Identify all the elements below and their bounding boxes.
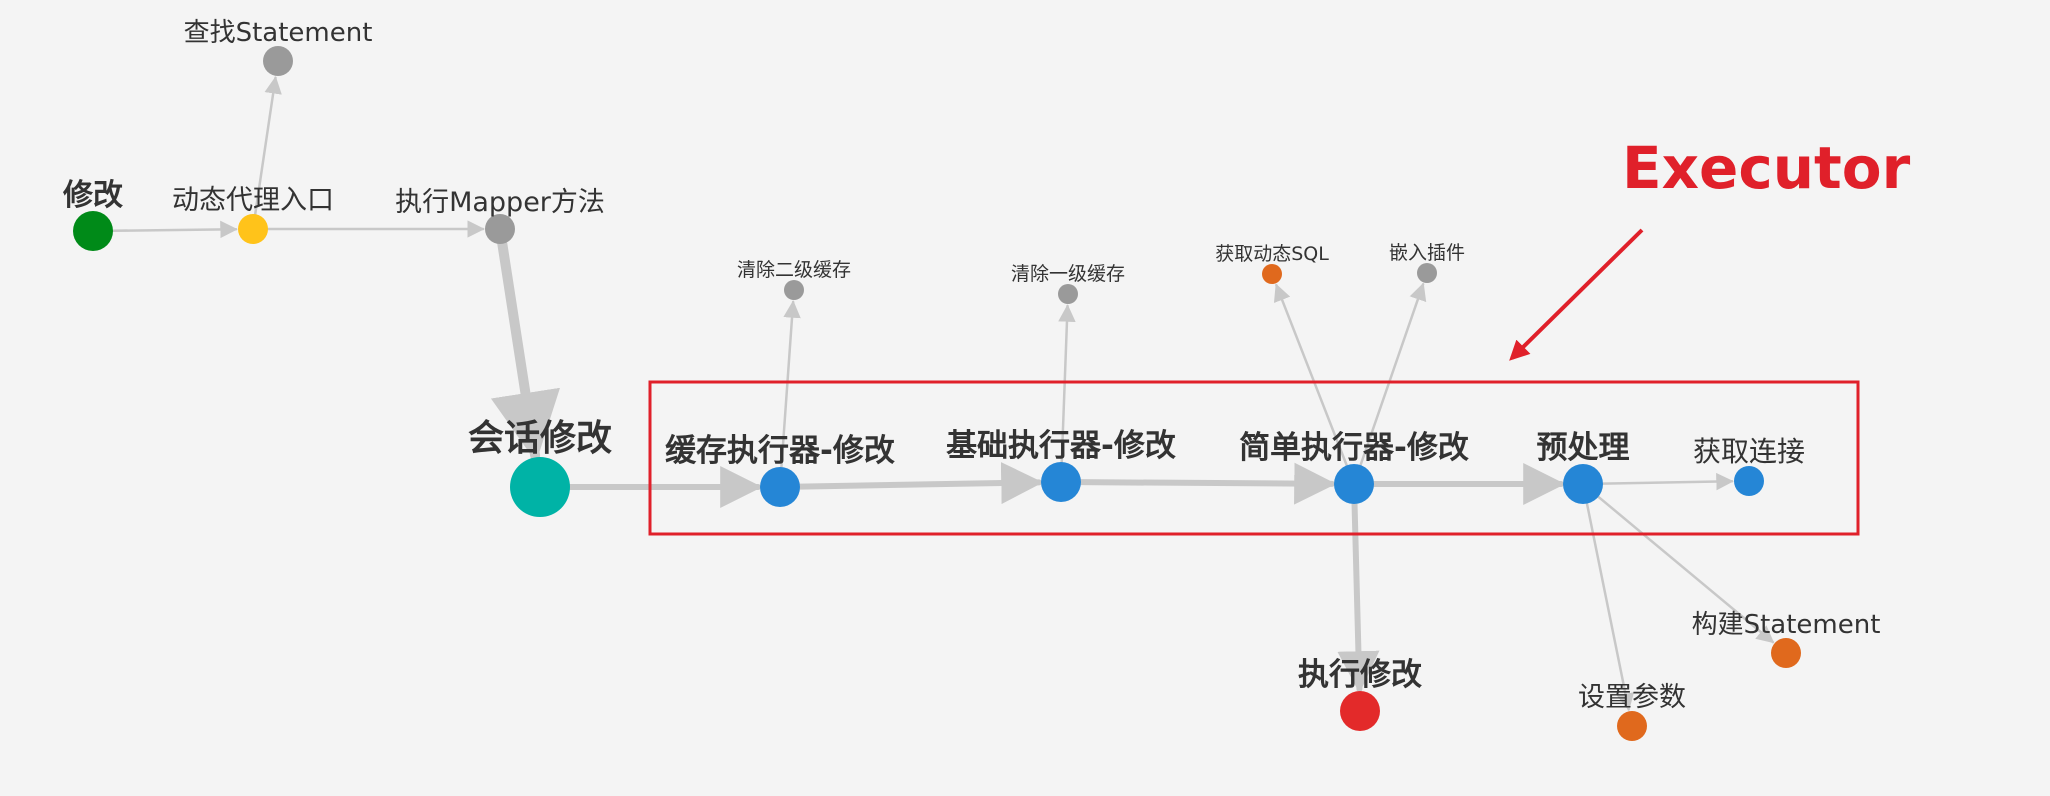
executor-annotation-arrow [1509, 228, 1644, 361]
node-label-build-statement: 构建Statement [1692, 610, 1881, 640]
node-clear-l1[interactable] [1058, 284, 1078, 304]
node-label-find-statement: 查找Statement [184, 18, 373, 48]
node-label-clear-l1: 清除一级缓存 [1011, 263, 1125, 285]
edge-proxy_entry-to-find_statement [253, 76, 282, 216]
node-proxy-entry[interactable] [238, 214, 268, 244]
node-exec-modify[interactable] [1340, 691, 1380, 731]
edge-cache_executor-to-clear_l2 [780, 300, 801, 469]
node-find-statement[interactable] [263, 46, 293, 76]
node-modify[interactable] [73, 211, 113, 251]
node-label-get-dynamic-sql: 获取动态SQL [1215, 243, 1329, 265]
edge-preprocess-to-set_params [1585, 502, 1635, 712]
node-label-modify: 修改 [62, 178, 123, 213]
edge-preprocess-to-get_connection [1601, 472, 1734, 491]
node-base-executor[interactable] [1041, 462, 1081, 502]
node-label-exec-modify: 执行修改 [1298, 657, 1422, 693]
node-label-clear-l2: 清除二级缓存 [737, 259, 851, 281]
edge-base_executor-to-clear_l1 [1058, 304, 1076, 464]
edge-cache_executor-to-base_executor [796, 462, 1044, 505]
edges-layer [111, 76, 1775, 712]
node-label-proxy-entry: 动态代理入口 [172, 185, 334, 216]
node-preprocess[interactable] [1563, 464, 1603, 504]
node-session-modify[interactable] [510, 457, 570, 517]
node-label-base-executor: 基础执行器-修改 [946, 428, 1176, 464]
edge-simple_executor-to-embed_plugin [1359, 282, 1427, 467]
node-label-session-modify: 会话修改 [468, 418, 612, 459]
node-embed-plugin[interactable] [1417, 263, 1437, 283]
executor-highlight-box [648, 380, 1860, 536]
node-label-preprocess: 预处理 [1537, 430, 1630, 466]
node-label-embed-plugin: 嵌入插件 [1389, 242, 1465, 264]
node-exec-mapper[interactable] [485, 214, 515, 244]
edge-simple_executor-to-get_dynamic_sql [1273, 283, 1348, 467]
node-label-get-connection: 获取连接 [1693, 435, 1805, 468]
node-get-connection[interactable] [1734, 466, 1764, 496]
edge-preprocess-to-build_statement [1597, 495, 1775, 644]
node-label-exec-mapper: 执行Mapper方法 [395, 187, 605, 218]
node-label-cache-executor: 缓存执行器-修改 [665, 433, 895, 469]
edge-exec_mapper-to-session_modify [490, 238, 561, 463]
node-label-set-params: 设置参数 [1578, 682, 1686, 713]
node-build-statement[interactable] [1771, 638, 1801, 668]
node-cache-executor[interactable] [760, 467, 800, 507]
edge-base_executor-to-simple_executor [1077, 462, 1337, 505]
node-label-simple-executor: 简单执行器-修改 [1239, 430, 1469, 466]
node-clear-l2[interactable] [784, 280, 804, 300]
edge-modify-to-proxy_entry [111, 220, 238, 239]
node-simple-executor[interactable] [1334, 464, 1374, 504]
executor-annotation-label: Executor [1622, 134, 1911, 202]
node-get-dynamic-sql[interactable] [1262, 264, 1282, 284]
node-set-params[interactable] [1617, 711, 1647, 741]
nodes-layer [73, 46, 1801, 741]
